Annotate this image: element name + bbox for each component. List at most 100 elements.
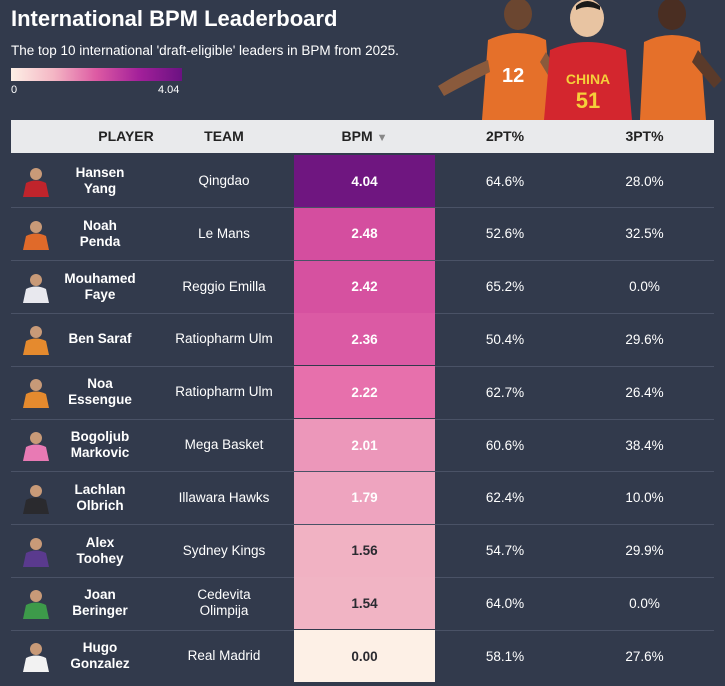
player-name: Hugo Gonzalez (51, 630, 149, 682)
bpm-cell: 1.79 (294, 471, 435, 524)
legend-max-label: 4.04 (158, 84, 180, 96)
bpm-value: 2.01 (351, 437, 378, 453)
player-first-name: Noa (87, 376, 113, 392)
player-avatar (23, 273, 49, 303)
team-name-line: Qingdao (198, 173, 250, 188)
page-title: International BPM Leaderboard (11, 6, 338, 31)
team-name: Mega Basket (161, 419, 287, 471)
player-last-name: Essengue (68, 392, 132, 408)
team-name: Ratiopharm Ulm (161, 313, 287, 365)
team-name: Sydney Kings (161, 525, 287, 577)
header-3pt[interactable]: 3PT% (625, 128, 664, 144)
bpm-cell: 1.54 (294, 577, 435, 630)
table-row[interactable]: Noah Penda Le Mans 2.48 52.6% 32.5% (11, 207, 714, 260)
player-name: Alex Toohey (51, 525, 149, 577)
player-first-name: Hugo (82, 640, 118, 656)
three-point-pct: 10.0% (625, 490, 664, 506)
three-point-pct: 32.5% (625, 226, 664, 242)
player-avatar (23, 537, 49, 567)
player-name: Lachlan Olbrich (51, 472, 149, 524)
player-last-name: Yang (83, 181, 117, 196)
player-avatar (23, 220, 49, 250)
player-name: Hansen Yang (51, 155, 149, 207)
bpm-cell: 2.48 (294, 207, 435, 260)
player-first-name: Lachlan (74, 481, 126, 497)
player-last-name: Markovic (70, 445, 130, 460)
player-name: Joan Beringer (51, 577, 149, 629)
team-name: Ratiopharm Ulm (161, 366, 287, 418)
player-last-name: Olbrich (76, 497, 124, 513)
player-name: Mouhamed Faye (51, 261, 149, 313)
team-name-line: Real Madrid (187, 648, 261, 664)
header-player[interactable]: PLAYER (98, 128, 154, 144)
bpm-cell: 4.04 (294, 155, 435, 207)
bpm-color-legend (11, 68, 182, 81)
bpm-value: 0.00 (351, 648, 378, 664)
player-name: Bogoljub Markovic (51, 419, 149, 471)
three-point-pct: 0.0% (629, 595, 660, 611)
team-name: Reggio Emilla (161, 261, 287, 313)
team-name: Real Madrid (161, 630, 287, 682)
player-last-name: Toohey (76, 550, 124, 566)
two-point-pct: 64.0% (485, 595, 525, 611)
player-avatar (23, 643, 49, 673)
table-row[interactable]: Ben Saraf Ratiopharm Ulm 2.36 50.4% 29.6% (11, 313, 714, 366)
table-row[interactable]: Alex Toohey Sydney Kings 1.56 54.7% 29.9% (11, 524, 714, 577)
player-name: Ben Saraf (51, 313, 149, 365)
hero-player-right (640, 0, 722, 120)
player-avatar (23, 432, 49, 461)
player-first-name: Alex (85, 534, 115, 550)
team-name: Illawara Hawks (161, 472, 287, 524)
bpm-cell: 1.56 (294, 524, 435, 577)
table-header-row: PLAYER TEAM BPM ▼ 2PT% 3PT% (11, 120, 714, 153)
two-point-pct: 52.6% (485, 226, 525, 242)
team-name-line: Reggio Emilla (182, 278, 266, 294)
team-name: Qingdao (161, 155, 287, 207)
two-point-pct: 60.6% (485, 437, 525, 453)
bpm-value: 2.36 (351, 331, 378, 347)
three-point-pct: 27.6% (625, 648, 664, 664)
bpm-value: 1.56 (351, 543, 378, 559)
hero-player-photos: 12 CHINA 51 (430, 0, 725, 120)
player-avatar (23, 484, 49, 514)
table-row[interactable]: Hugo Gonzalez Real Madrid 0.00 58.1% 27.6% (11, 630, 714, 683)
three-point-pct: 29.9% (625, 543, 664, 559)
player-first-name: Bogoljub (70, 429, 130, 444)
team-name: Le Mans (161, 208, 287, 260)
two-point-pct: 62.4% (485, 490, 525, 506)
two-point-pct: 64.6% (485, 173, 525, 189)
team-name-line: Le Mans (198, 225, 250, 241)
table-row[interactable]: Mouhamed Faye Reggio Emilla 2.42 65.2% 0.0% (11, 260, 714, 313)
player-name: Noa Essengue (51, 366, 149, 418)
table-row[interactable]: Hansen Yang Qingdao 4.04 64.6% 28.0% (11, 155, 714, 207)
bpm-cell: 0.00 (294, 630, 435, 683)
team-name-line: Ratiopharm Ulm (175, 331, 273, 347)
hero-player-center: CHINA 51 (544, 0, 632, 120)
hero-jersey-number: 51 (576, 88, 600, 113)
team-name: Cedevita Olimpija (161, 577, 287, 629)
player-avatar (23, 326, 49, 356)
header-bpm[interactable]: BPM ▼ (294, 120, 435, 153)
table-row[interactable]: Noa Essengue Ratiopharm Ulm 2.22 62.7% 26.4% (11, 366, 714, 419)
hero-left-number: 12 (502, 65, 524, 87)
team-name-line: Mega Basket (184, 437, 264, 452)
bpm-value: 1.79 (351, 490, 378, 506)
bpm-cell: 2.01 (294, 419, 435, 471)
table-row[interactable]: Bogoljub Markovic Mega Basket 2.01 60.6% 38.4… (11, 419, 714, 471)
sort-desc-icon: ▼ (376, 132, 388, 144)
table-row[interactable]: Joan Beringer Cedevita Olimpija 1.54 64.0% 0.0… (11, 577, 714, 630)
player-first-name: Joan (84, 587, 116, 603)
bpm-value: 2.22 (351, 384, 378, 400)
header-team[interactable]: TEAM (204, 128, 244, 144)
header-bpm-label: BPM (341, 128, 373, 144)
player-first-name: Ben Saraf (68, 331, 132, 347)
team-name-line: Olimpija (199, 603, 249, 619)
leaderboard-table: PLAYER TEAM BPM ▼ 2PT% 3PT% Hansen Yang Qi… (11, 120, 714, 683)
player-last-name: Faye (84, 286, 116, 302)
header-2pt[interactable]: 2PT% (485, 128, 525, 144)
team-name-line: Sydney Kings (182, 542, 266, 558)
player-first-name: Hansen (75, 165, 125, 180)
table-row[interactable]: Lachlan Olbrich Illawara Hawks 1.79 62.4% 10.… (11, 471, 714, 524)
player-last-name: Beringer (72, 603, 128, 619)
two-point-pct: 50.4% (485, 331, 525, 347)
